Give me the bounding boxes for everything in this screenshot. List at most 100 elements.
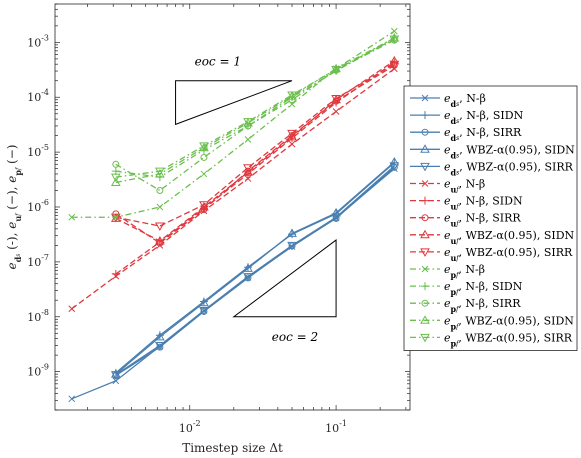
y-tick-label: 10-8 bbox=[27, 308, 49, 324]
data-point bbox=[243, 167, 253, 176]
y-tick-label: 10-9 bbox=[27, 363, 49, 379]
series-d-4 bbox=[110, 162, 400, 380]
data-point bbox=[111, 270, 120, 279]
data-point bbox=[155, 168, 165, 178]
data-point bbox=[332, 108, 340, 115]
data-point bbox=[110, 173, 121, 183]
x-tick-label: 10-2 bbox=[179, 419, 201, 435]
data-point bbox=[68, 213, 76, 221]
legend-marker bbox=[421, 196, 429, 205]
data-point bbox=[389, 35, 400, 45]
data-point bbox=[155, 331, 165, 341]
series-line bbox=[115, 37, 395, 184]
legend-entry: euf, WBZ-α(0.95), SIDN bbox=[410, 229, 575, 246]
legend-label: eds, WBZ-α(0.95), SIDN bbox=[444, 143, 575, 160]
series-line bbox=[115, 63, 395, 227]
data-point bbox=[331, 66, 341, 75]
data-point bbox=[389, 162, 400, 171]
data-point bbox=[331, 207, 341, 217]
data-point bbox=[155, 222, 165, 232]
eoc-2-triangle bbox=[232, 239, 337, 318]
legend-entry: eds, N-β bbox=[410, 92, 486, 109]
legend-marker bbox=[421, 299, 429, 307]
legend-entry: epf, WBZ-α(0.95), SIRR bbox=[410, 331, 573, 348]
data-point bbox=[155, 236, 165, 245]
y-tick-label: 10-7 bbox=[27, 253, 49, 269]
plot-area bbox=[54, 3, 411, 411]
data-point bbox=[155, 341, 165, 351]
legend-entry: eds, N-β, SIDN bbox=[410, 109, 524, 126]
legend-label: epf, N-β bbox=[444, 263, 485, 280]
legend-marker bbox=[420, 333, 430, 343]
data-point bbox=[287, 91, 297, 100]
series-p-14 bbox=[110, 35, 400, 183]
data-point bbox=[110, 177, 121, 186]
data-point bbox=[243, 118, 253, 127]
series-line bbox=[115, 161, 395, 375]
x-axis-label: Timestep size Δt bbox=[182, 441, 283, 455]
legend-label: epf, N-β, SIRR bbox=[444, 297, 521, 314]
legend-label: euf, WBZ-α(0.95), SIDN bbox=[444, 229, 575, 246]
data-point bbox=[199, 307, 209, 316]
legend-entry: epf, N-β, SIRR bbox=[410, 297, 521, 314]
data-point bbox=[288, 140, 296, 148]
legend-entry: euf, N-β, SIRR bbox=[410, 212, 521, 229]
data-point bbox=[287, 131, 297, 141]
legend-marker bbox=[421, 180, 429, 187]
data-point bbox=[331, 63, 341, 73]
legend-label: epf, WBZ-α(0.95), SIRR bbox=[444, 331, 573, 348]
data-point bbox=[200, 153, 208, 161]
legend-marker bbox=[420, 162, 430, 172]
data-point bbox=[244, 136, 252, 143]
series-line bbox=[115, 38, 395, 178]
data-point bbox=[199, 297, 209, 307]
data-point bbox=[331, 94, 341, 104]
eoc-1-label: eoc = 1 bbox=[195, 55, 241, 69]
eoc-2-label: eoc = 2 bbox=[272, 330, 318, 344]
data-point bbox=[112, 213, 120, 221]
data-point bbox=[110, 371, 121, 380]
data-point bbox=[243, 164, 253, 173]
y-tick-label: 10-5 bbox=[27, 143, 49, 159]
legend-marker bbox=[421, 128, 429, 136]
legend-marker bbox=[421, 111, 429, 120]
y-tick-label: 10-3 bbox=[27, 33, 49, 49]
legend-label: epf, N-β, SIDN bbox=[444, 280, 523, 297]
legend-entry: epf, WBZ-α(0.95), SIDN bbox=[410, 314, 574, 331]
data-point bbox=[243, 273, 253, 282]
x-tick-label: 10-1 bbox=[325, 419, 347, 435]
eoc-1-triangle bbox=[175, 80, 293, 126]
data-point bbox=[156, 186, 164, 194]
legend-entry: euf, N-β, SIDN bbox=[410, 195, 523, 212]
data-point bbox=[199, 201, 209, 210]
legend-marker bbox=[421, 265, 429, 273]
data-point bbox=[156, 203, 164, 211]
eoc-triangles: eoc = 1 eoc = 2 bbox=[175, 55, 337, 344]
data-point bbox=[112, 377, 120, 385]
legend-label: epf, WBZ-α(0.95), SIDN bbox=[444, 314, 574, 331]
data-point bbox=[155, 167, 165, 177]
series-u-9 bbox=[110, 60, 400, 232]
series-line bbox=[71, 68, 395, 310]
legend-label: eds, N-β, SIRR bbox=[444, 126, 522, 143]
data-point bbox=[389, 157, 400, 166]
legend-entry: euf, WBZ-α(0.95), SIRR bbox=[410, 246, 573, 263]
data-point bbox=[244, 175, 252, 182]
data-point bbox=[390, 27, 398, 35]
legend-label: euf, N-β, SIDN bbox=[444, 195, 523, 212]
legend-marker bbox=[420, 229, 430, 239]
legend-marker bbox=[421, 94, 429, 102]
data-point bbox=[68, 395, 76, 403]
y-axis-label: eds (-), euf (−), epf (−) bbox=[5, 145, 23, 270]
data-point bbox=[287, 228, 297, 237]
legend-label: euf, WBZ-α(0.95), SIRR bbox=[444, 246, 573, 263]
data-point bbox=[389, 55, 400, 65]
y-tick-label: 10-4 bbox=[27, 88, 49, 104]
legend-marker bbox=[420, 315, 430, 324]
legend-marker bbox=[421, 282, 429, 291]
legend-label: eds, N-β bbox=[444, 92, 486, 109]
legend-marker bbox=[420, 144, 430, 153]
series-line bbox=[115, 166, 395, 377]
